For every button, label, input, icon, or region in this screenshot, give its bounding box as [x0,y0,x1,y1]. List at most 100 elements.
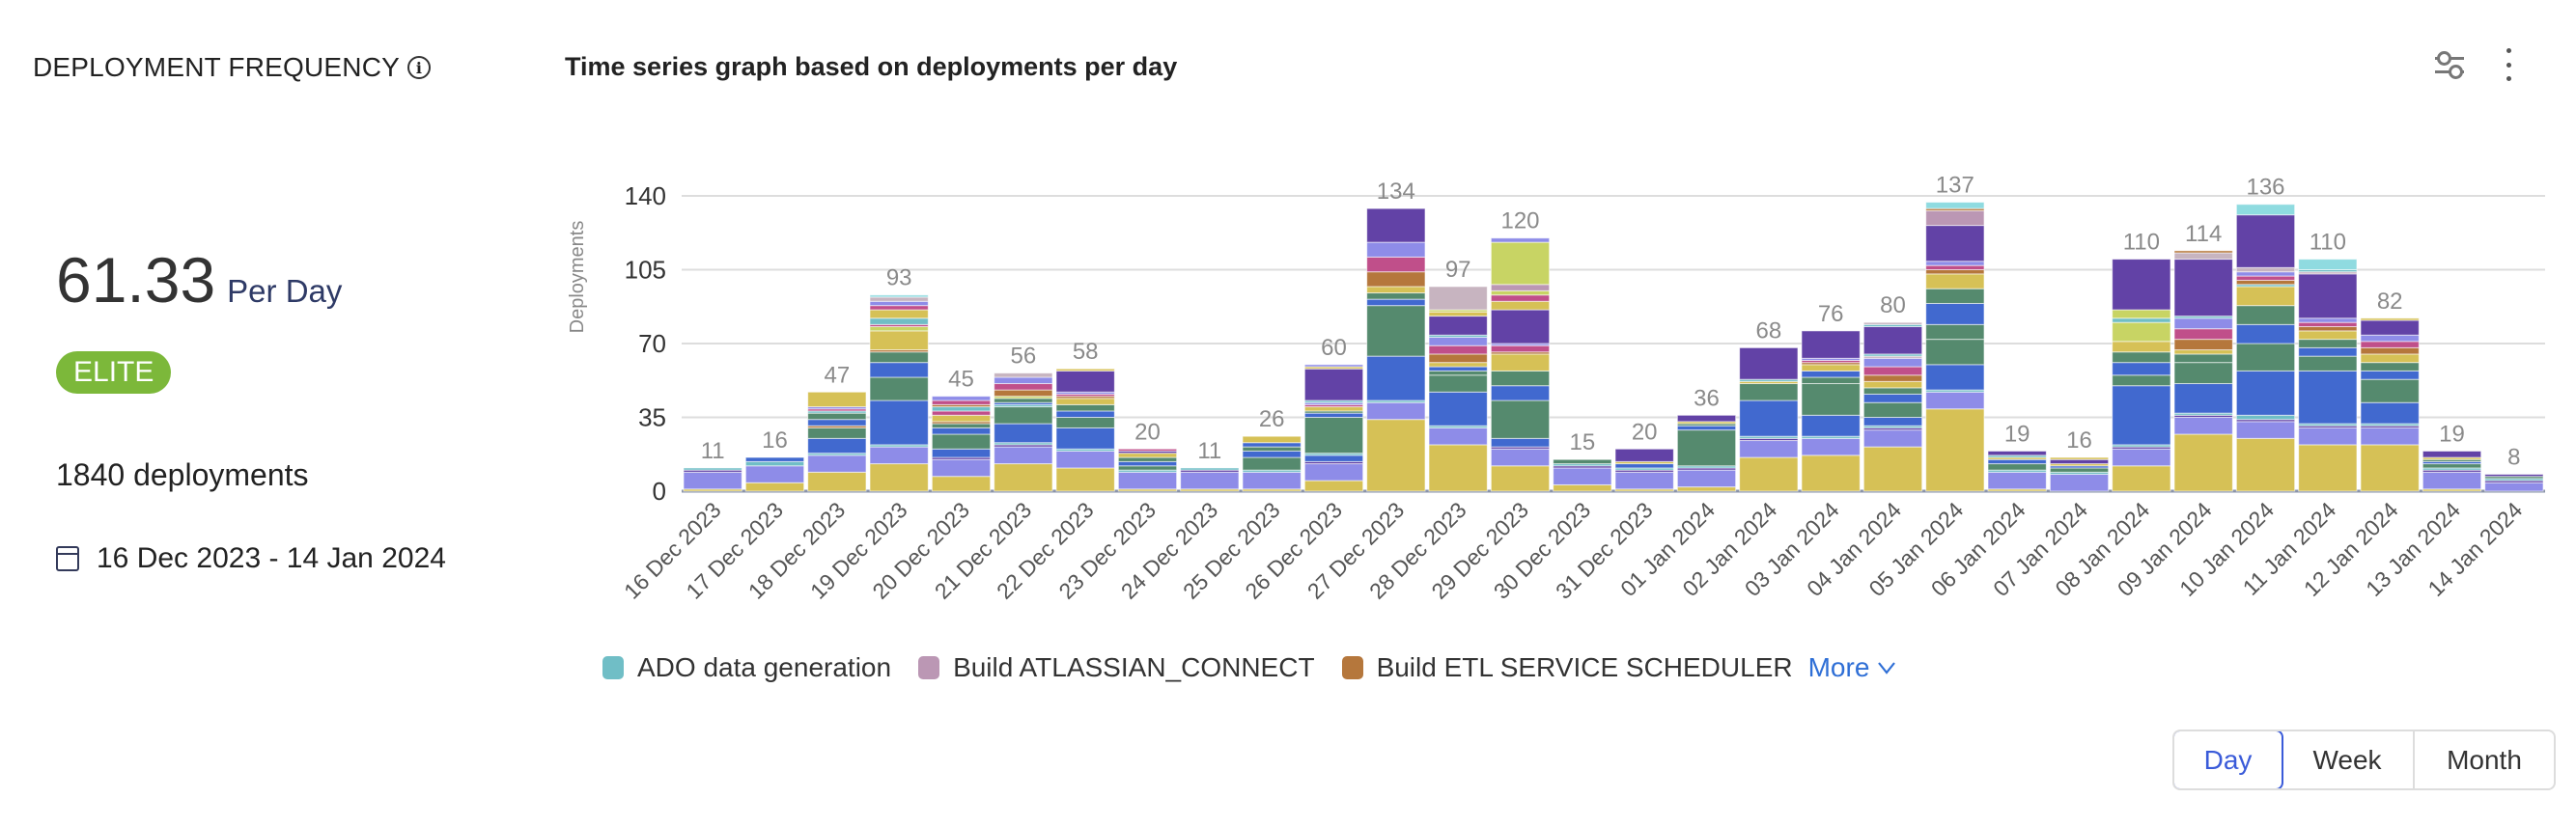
bar-total-label: 45 [948,367,974,393]
bar-segment [931,410,992,416]
bar-segment [2235,271,2296,277]
bar-segment [1490,241,1551,286]
bar-segment [869,362,929,378]
bar-segment [1303,454,1364,462]
y-tick-label: 0 [653,477,666,506]
bar-total-label: 11 [1197,438,1221,464]
legend-more-button[interactable]: More [1808,652,1897,683]
bar-segment [1366,355,1426,401]
bar-segment [2298,273,2358,319]
granularity-day-button[interactable]: Day [2174,731,2283,788]
bar-segment [1987,450,2047,456]
granularity-month-button[interactable]: Month [2413,731,2554,788]
bar-segment [1490,300,1551,311]
bar-segment [1925,408,1985,492]
bar-segment [1428,362,1488,368]
bar-segment [931,458,992,478]
legend-item-build-etl-service-scheduler[interactable]: Build ETL SERVICE SCHEDULER [1341,652,1793,683]
bar-segment [869,305,929,311]
bar-segment [807,412,867,421]
bar-total-label: 15 [1569,429,1595,455]
bar-segment [1862,380,1923,389]
bar-segment [1428,316,1488,336]
bar-segment [683,471,742,490]
bar-segment [1925,302,1985,325]
bar-segment [869,351,929,364]
bar-total-label: 26 [1259,406,1285,432]
legend-item-build-atlassian-connect[interactable]: Build ATLASSIAN_CONNECT [918,652,1315,683]
bar-segment [931,423,992,428]
bar-segment [2360,362,2420,372]
bar-segment [1490,294,1551,302]
bar-segment [2049,458,2110,465]
bar-segment [2112,374,2171,387]
chart-legend: ADO data generation Build ATLASSIAN_CONN… [602,652,1896,683]
bar-segment [1490,344,1551,353]
bar-segment [2049,467,2110,473]
kebab-menu-icon[interactable] [2505,48,2512,81]
bar-segment [1925,364,1985,391]
bar-segment [1801,454,1861,492]
bar-segment [1428,336,1488,346]
bar-segment [2360,427,2420,446]
bar-segment [994,406,1053,425]
bar-segment [2360,444,2420,492]
bar-segment [1117,448,1178,452]
bar-segment [1055,450,1115,469]
granularity-week-button[interactable]: Week [2312,744,2382,775]
bar-segment [1925,323,1985,341]
bar-segment [1428,311,1488,317]
bar-segment [869,330,929,351]
bar-segment [807,419,867,427]
legend-item-ado-data-generation[interactable]: ADO data generation [602,652,891,683]
bar-segment [2235,214,2296,268]
bar-segment [1242,435,1302,444]
bar-segment [1862,417,1923,427]
bar-segment [1925,264,1985,270]
bar-segment [1862,366,1923,376]
bar-segment [2112,341,2171,353]
bar-segment [2112,385,2171,446]
bar-total-label: 19 [2439,421,2465,447]
bar-segment [1925,209,1985,227]
bar-segment [1490,284,1551,291]
bar-segment [1925,202,1985,209]
bar-segment [1428,370,1488,376]
calendar-icon [56,546,79,571]
bar-segment [2360,341,2420,348]
bar-segment [1303,364,1364,368]
bar-segment [2235,266,2296,273]
bar-segment [1490,465,1551,492]
bar-segment [1676,414,1737,423]
bar-total-label: 114 [2185,221,2222,247]
bar-segment [1490,309,1551,344]
bar-segment [1553,458,1612,465]
bar-segment [1490,437,1551,448]
bar-segment [1117,471,1178,490]
bar-segment [2235,370,2296,416]
bar-segment [994,446,1053,465]
bar-segment [1862,387,1923,395]
bar-segment [2360,378,2420,403]
bar-segment [1925,339,1985,366]
bar-segment [2112,309,2171,319]
bar-segment [2173,353,2233,364]
bar-segment [1553,467,1612,485]
legend-label: ADO data generation [637,652,892,682]
bar-segment [1117,453,1178,458]
legend-swatch [1341,656,1363,679]
bar-total-label: 20 [1632,419,1658,445]
bar-segment [1303,480,1364,492]
sliders-icon[interactable] [2433,48,2466,81]
bar-segment [869,326,929,332]
bar-total-label: 8 [2507,445,2520,471]
info-icon[interactable]: i [407,56,431,79]
bar-segment [2173,259,2233,317]
bar-segment [1987,471,2047,490]
bar-total-label: 76 [1818,301,1844,327]
bar-segment [994,463,1053,492]
bar-total-label: 60 [1321,335,1347,361]
metric-value-row: 61.33 Per Day [56,243,342,317]
legend-swatch [918,656,940,679]
bar-segment [2235,204,2296,216]
